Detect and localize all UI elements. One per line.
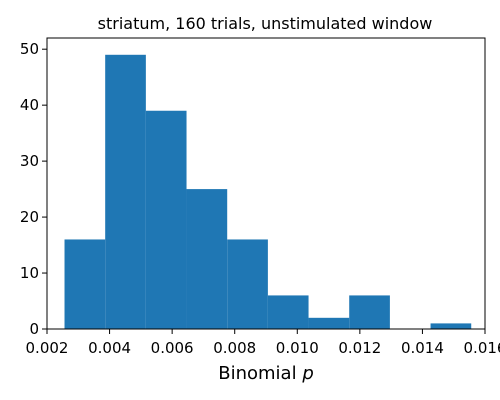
x-axis-label-text: Binomial xyxy=(218,363,296,384)
x-tick-label: 0.002 xyxy=(26,339,69,357)
y-tick-label: 50 xyxy=(20,40,39,58)
plot-frame xyxy=(46,37,486,330)
x-tick-label: 0.006 xyxy=(151,339,194,357)
x-tick-label: 0.012 xyxy=(338,339,381,357)
histogram-bar xyxy=(105,54,146,329)
y-axis-ticks: 0 10 20 30 40 50 xyxy=(20,40,47,338)
y-tick-label: 30 xyxy=(20,152,39,170)
histogram-bar xyxy=(64,239,106,329)
histogram-bar xyxy=(430,323,472,329)
x-tick-label: 0.010 xyxy=(276,339,319,357)
y-tick-label: 20 xyxy=(20,208,39,226)
x-axis-label: Binomial p xyxy=(218,363,314,384)
histogram-bar xyxy=(227,239,268,329)
chart-title: striatum, 160 trials, unstimulated windo… xyxy=(98,14,433,33)
histogram-bar xyxy=(145,110,187,329)
histogram-bar xyxy=(349,295,390,329)
y-tick-label: 10 xyxy=(20,264,39,282)
histogram-bar xyxy=(308,317,350,329)
x-axis-label-variable: p xyxy=(301,363,313,384)
x-tick-label: 0.014 xyxy=(401,339,444,357)
x-tick-label: 0.004 xyxy=(88,339,131,357)
y-tick-label: 40 xyxy=(20,96,39,114)
histogram-bar xyxy=(186,189,228,329)
x-tick-label: 0.016 xyxy=(464,339,500,357)
y-tick-label: 0 xyxy=(29,320,39,338)
x-axis-ticks: 0.002 0.004 0.006 0.008 0.010 0.012 0.014 0.016 xyxy=(26,329,500,357)
x-tick-label: 0.008 xyxy=(213,339,256,357)
bars-layer xyxy=(64,54,472,329)
histogram-bar xyxy=(267,295,309,329)
